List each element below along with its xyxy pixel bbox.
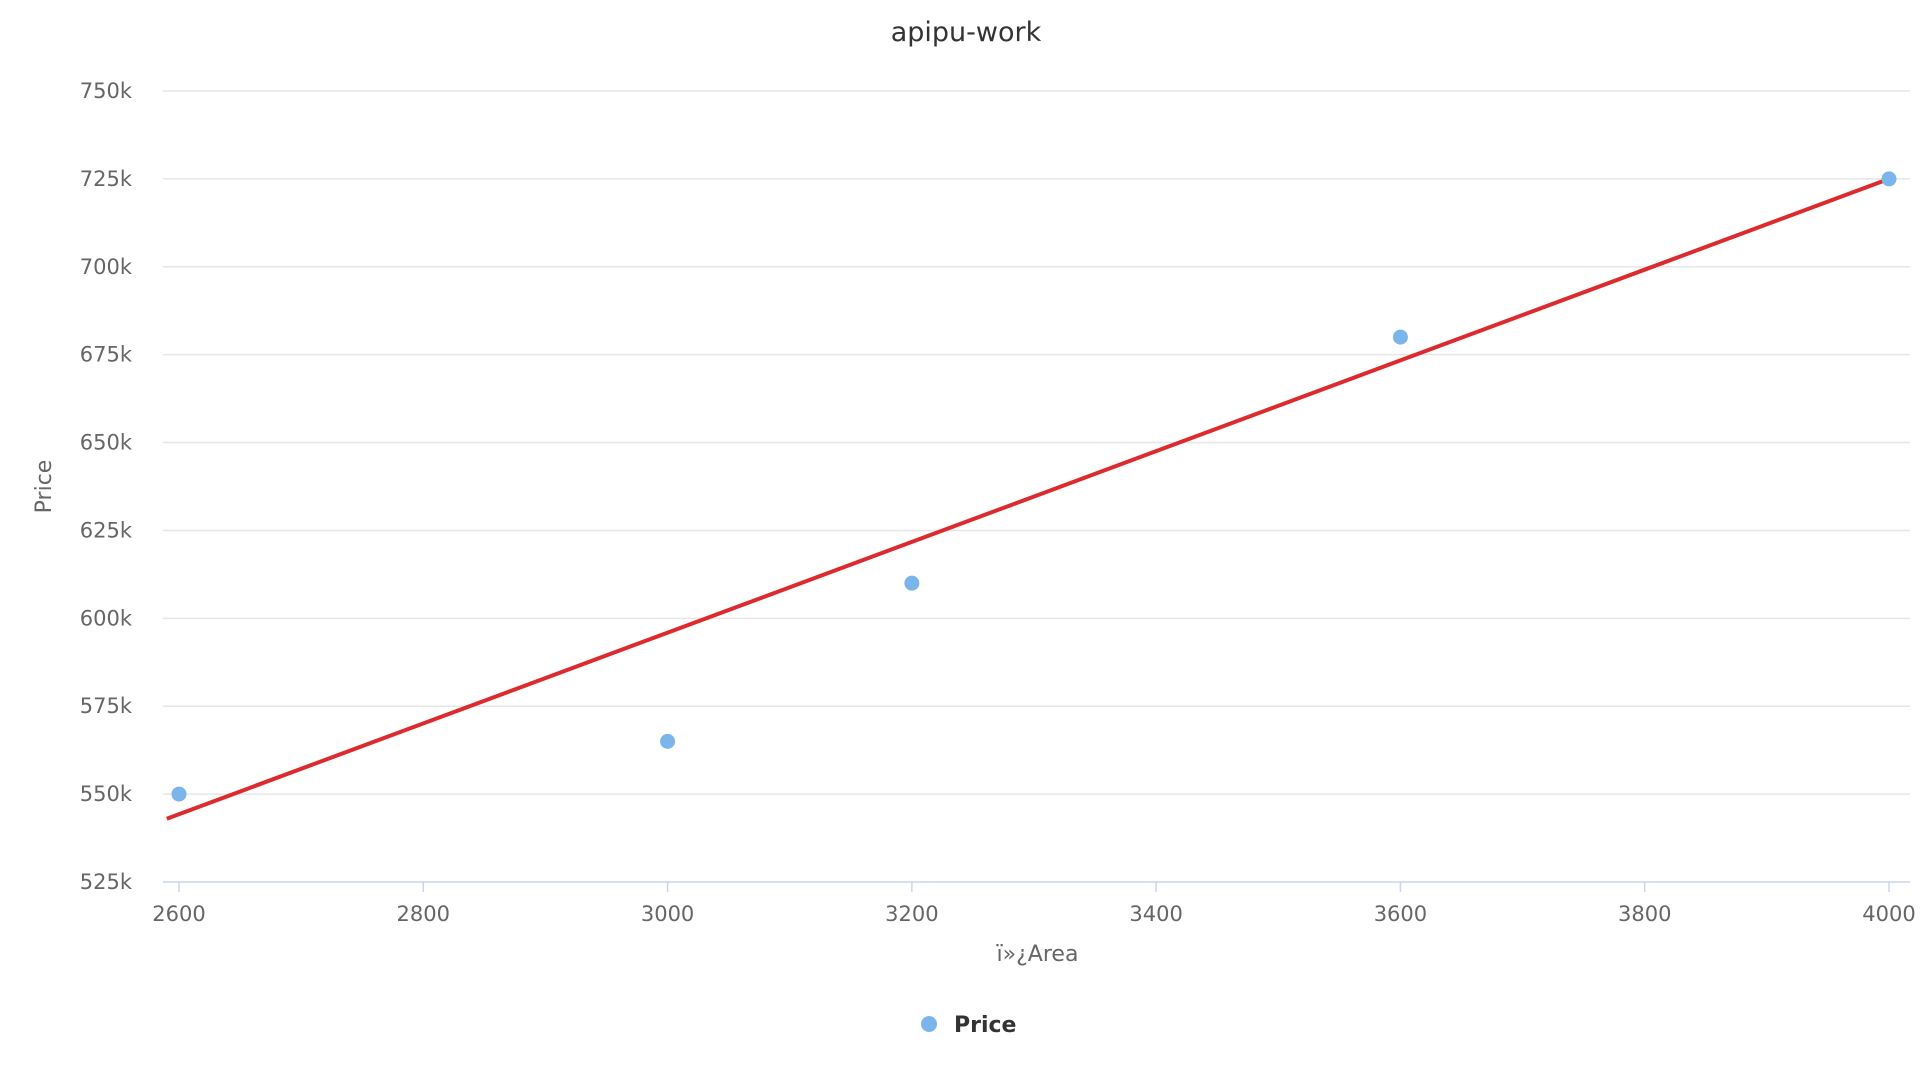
x-tick-label: 2800	[397, 902, 450, 926]
data-point[interactable]	[660, 733, 676, 749]
y-tick-label: 675k	[80, 343, 133, 367]
x-axis-label: ï»¿Area	[996, 942, 1079, 967]
plot-area	[166, 171, 1897, 821]
x-tick-label: 3600	[1374, 902, 1427, 926]
y-axis-ticks: 525k 550k 575k 600k 625k 650k 675k 700k 725k 750k	[80, 79, 133, 894]
x-tick-label: 3000	[641, 902, 694, 926]
data-point[interactable]	[1392, 329, 1408, 345]
y-tick-label: 750k	[80, 79, 133, 103]
x-axis-ticks: 2600 2800 3000 3200 3400 3600 3800 4000	[152, 882, 1916, 926]
x-tick-label: 3200	[885, 902, 938, 926]
grid-lines	[163, 90, 1910, 795]
y-tick-label: 650k	[80, 431, 133, 455]
x-tick-label: 3400	[1129, 902, 1182, 926]
legend[interactable]: Price	[921, 1013, 1016, 1038]
legend-label-price[interactable]: Price	[954, 1013, 1016, 1038]
x-tick-label: 2600	[152, 902, 205, 926]
y-tick-label: 700k	[80, 255, 133, 279]
data-point[interactable]	[171, 786, 187, 802]
chart-title: apipu-work	[891, 17, 1042, 48]
x-tick-label: 3800	[1618, 902, 1671, 926]
legend-marker-price	[921, 1016, 937, 1032]
data-point[interactable]	[1881, 171, 1897, 187]
regression-line	[166, 177, 1890, 821]
y-tick-label: 625k	[80, 518, 133, 542]
y-tick-label: 600k	[80, 606, 133, 630]
data-point[interactable]	[904, 575, 920, 591]
y-tick-label: 550k	[80, 782, 133, 806]
y-tick-label: 575k	[80, 694, 133, 718]
y-tick-label: 525k	[80, 870, 133, 894]
y-axis-label: Price	[32, 460, 57, 514]
x-tick-label: 4000	[1862, 902, 1915, 926]
y-tick-label: 725k	[80, 167, 133, 191]
